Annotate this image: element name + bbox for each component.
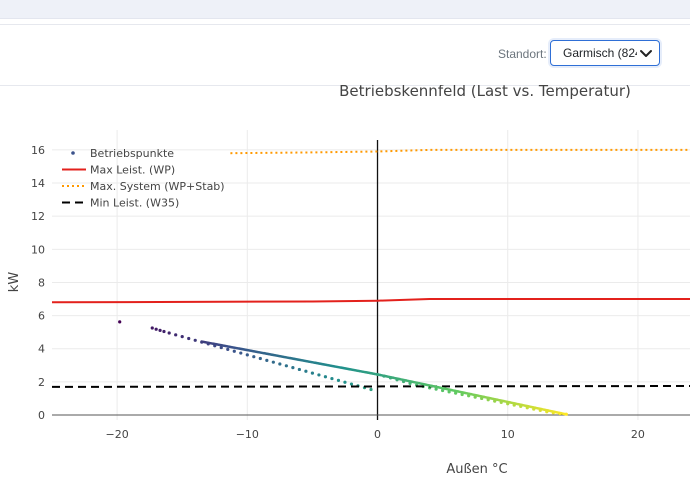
data-point [434,387,438,391]
data-point [258,356,262,361]
data-point [232,349,236,353]
data-point [154,327,158,331]
data-point [369,387,373,392]
data-point [245,353,249,357]
legend-item[interactable]: Max Leist. (WP) [62,164,175,177]
y-tick-label: 6 [38,310,45,323]
x-tick-label: −20 [105,428,128,441]
data-point [271,360,275,364]
betriebskennfeld-chart: Betriebskennfeld (Last vs. Temperatur) −… [7,85,690,477]
data-point [239,351,243,355]
data-point [219,345,223,350]
data-point [317,373,321,377]
legend-label: Max. System (WP+Stab) [90,180,225,193]
x-tick-label: 20 [631,428,645,441]
x-tick-label: −10 [236,428,259,441]
data-point [118,320,122,324]
data-point [323,375,328,379]
y-tick-label: 12 [31,210,45,223]
legend-marker [71,151,75,155]
data-point [291,366,295,370]
data-point [252,355,256,359]
data-point [226,347,230,352]
data-point [441,388,445,393]
y-tick-label: 16 [31,144,45,157]
data-point [330,376,334,381]
data-point [349,382,354,386]
data-point [187,336,191,341]
x-tick-label: 10 [501,428,515,441]
series-line [51,385,690,388]
data-point [265,358,269,362]
series-line [51,298,690,304]
data-point [158,328,162,332]
data-point [336,378,341,382]
data-point [162,329,166,334]
legend: Betriebspunkte Max Leist. (WP) Max. System… [62,147,225,210]
series-layer [51,148,690,416]
chart-title: Betriebskennfeld (Last vs. Temperatur) [339,85,631,100]
data-point [167,331,171,335]
series-line [230,148,690,155]
y-tick-label: 4 [38,343,45,356]
legend-label: Min Leist. (W35) [90,197,179,210]
legend-item[interactable]: Max. System (WP+Stab) [62,180,225,193]
standort-selected-value: Garmisch (82467 [563,46,656,60]
y-tick-label: 10 [31,243,45,256]
y-tick-label: 8 [38,276,45,289]
y-axis-title: kW [7,272,22,293]
betriebspunkte-band [200,340,568,416]
legend-label: Betriebspunkte [90,147,174,160]
standort-select[interactable]: Garmisch (82467 [550,40,660,66]
data-point [193,338,197,342]
standort-label: Standort: [498,47,547,61]
data-point [150,326,154,330]
browser-top-bar [0,0,690,19]
data-point [180,335,184,339]
y-tick-label: 0 [38,409,45,422]
x-tick-label: 0 [374,428,381,441]
data-point [174,333,178,337]
grid-lines [52,130,690,420]
data-point [278,362,282,366]
legend-item[interactable]: Betriebspunkte [71,147,174,160]
data-point [343,380,347,384]
x-axis-title: Außen °C [446,462,507,477]
chevron-down-icon [637,44,655,62]
tick-labels: −20 −10 0 10 20 0 2 4 6 8 10 12 14 16 [31,144,645,441]
data-point [565,412,568,416]
legend-item[interactable]: Min Leist. (W35) [62,197,179,210]
data-point [310,371,315,375]
data-point [304,369,308,373]
page-header: Standort: Garmisch (82467 [0,24,690,86]
y-tick-label: 2 [38,376,45,389]
y-tick-label: 14 [31,177,45,190]
data-point [297,367,301,372]
data-point [284,364,288,368]
legend-label: Max Leist. (WP) [90,164,175,177]
